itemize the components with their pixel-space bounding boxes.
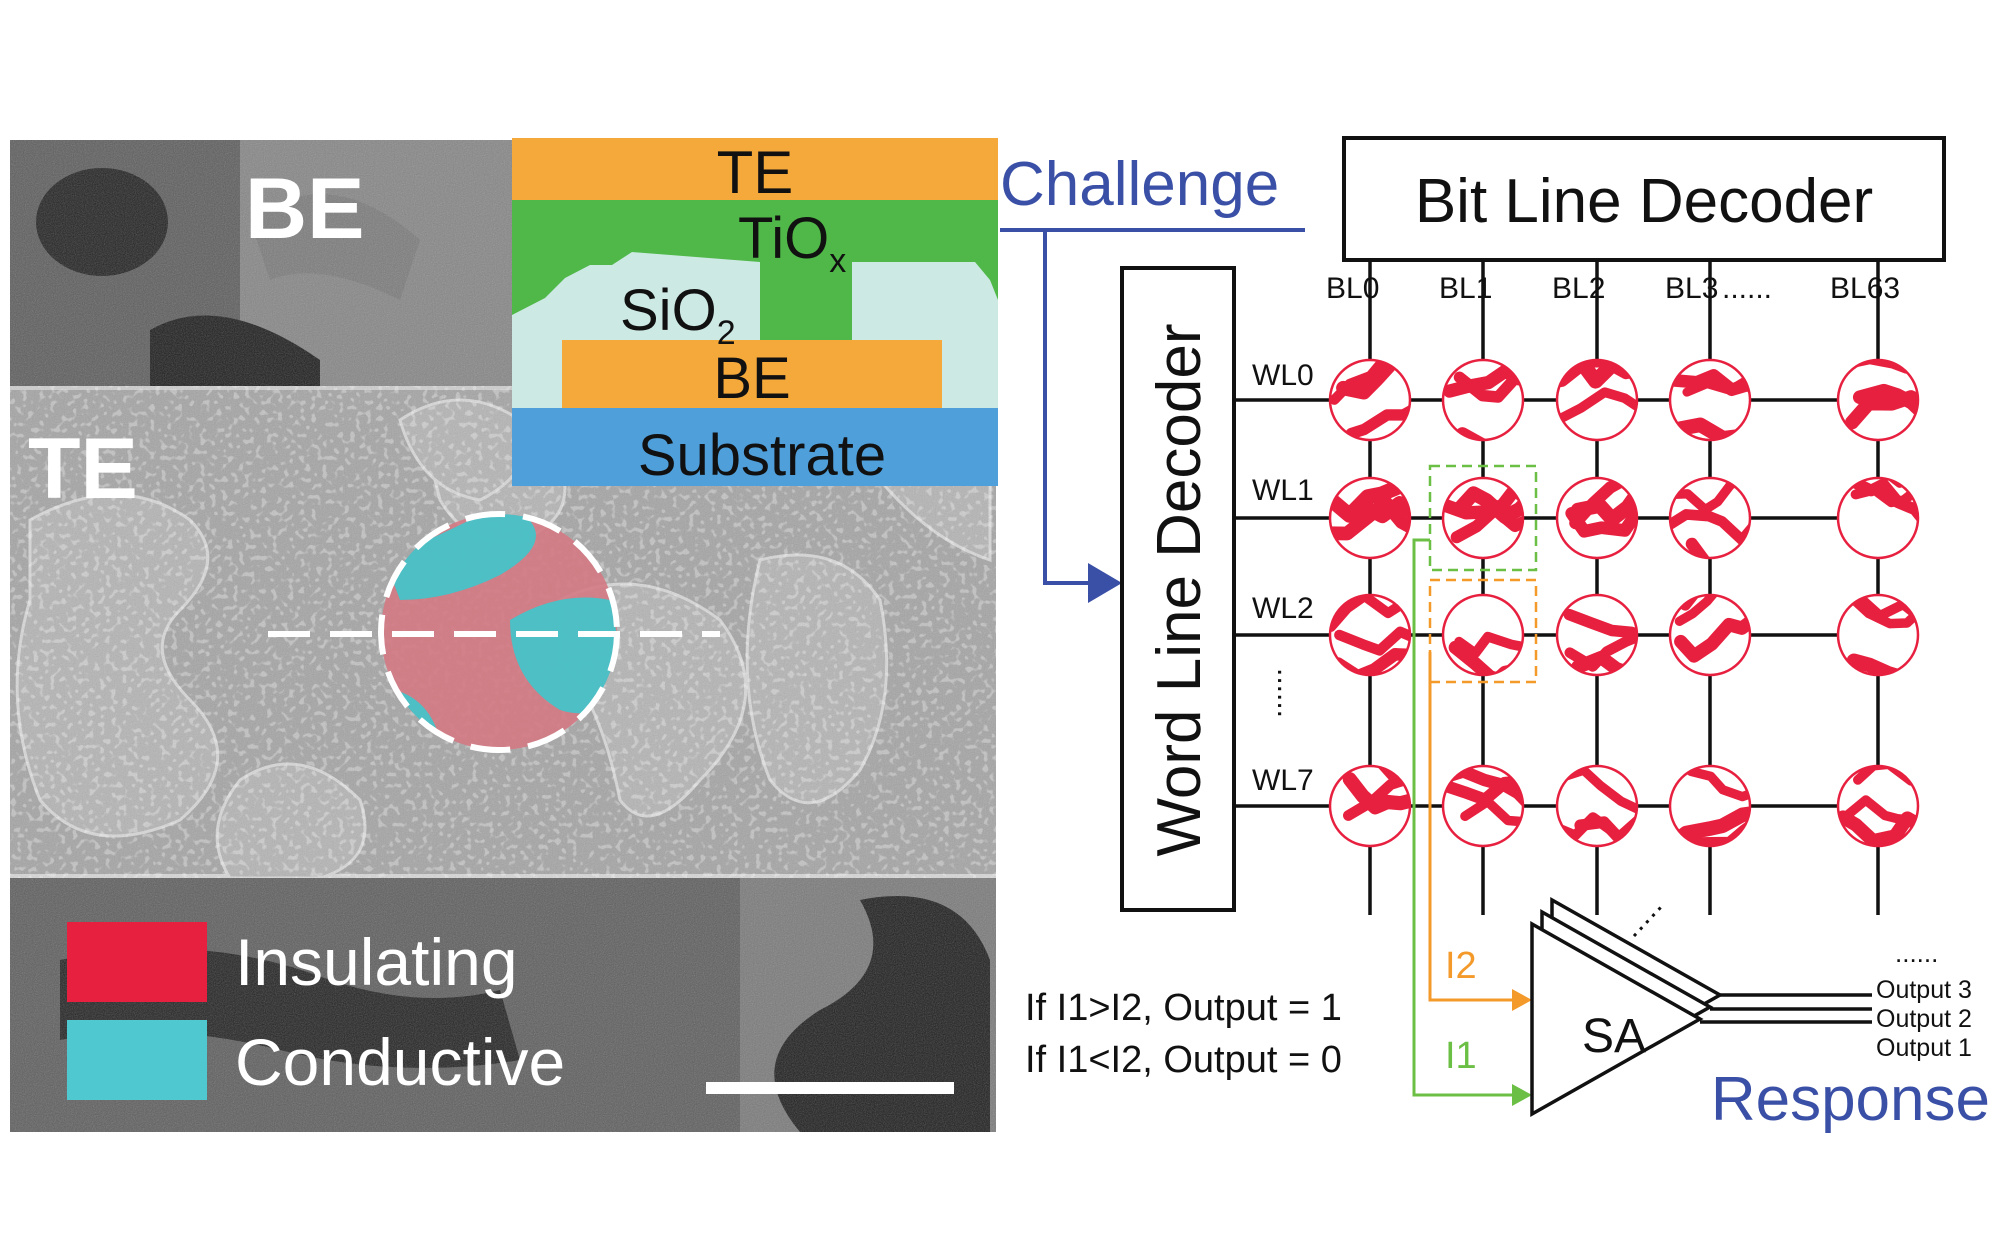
output-rule-1: If I1>I2, Output = 1 bbox=[1025, 987, 1342, 1029]
word-line-label: WL2 bbox=[1252, 592, 1314, 625]
bit-line-label: BL2 bbox=[1552, 272, 1605, 305]
cell-filament-pattern bbox=[1330, 360, 1410, 440]
output-rule-2: If I1<I2, Output = 0 bbox=[1025, 1039, 1342, 1081]
memory-cell bbox=[1836, 476, 1920, 560]
word-line-label: WL7 bbox=[1252, 764, 1314, 797]
memory-cell bbox=[1328, 764, 1412, 848]
legend-swatch-conductive bbox=[67, 1020, 207, 1100]
bit-line-label: BL63 bbox=[1830, 272, 1900, 305]
sense-amplifier bbox=[1530, 921, 1704, 1117]
sem-label-be: BE bbox=[245, 161, 364, 257]
conductive-region bbox=[385, 514, 536, 600]
layer-label-sio2: SiO2 bbox=[620, 278, 736, 352]
bit-line-label: BL0 bbox=[1326, 272, 1379, 305]
memory-cell bbox=[1668, 593, 1752, 677]
array-schematic: Challenge Bit Line Decoder Word Line Dec… bbox=[1000, 136, 1990, 1134]
output-lines bbox=[1700, 993, 1872, 1024]
memory-cell bbox=[1555, 476, 1639, 560]
current-label-i2: I2 bbox=[1445, 945, 1477, 987]
bit-line-decoder-box bbox=[1342, 136, 1946, 262]
layer-label-be: BE bbox=[713, 346, 790, 411]
layer-label-substrate: Substrate bbox=[638, 423, 886, 488]
memory-cell bbox=[1441, 764, 1525, 848]
word-line-decoder-box bbox=[1120, 266, 1236, 912]
memory-cell bbox=[1328, 358, 1412, 442]
layer-stack: TE TiOx SiO2 BE Substrate bbox=[512, 138, 998, 488]
layer-te bbox=[512, 138, 998, 200]
output-label: Output 2 bbox=[1876, 1005, 1972, 1033]
bit-line-decoder-label: Bit Line Decoder bbox=[1415, 167, 1873, 236]
output-ellipsis: ...... bbox=[1895, 938, 1938, 968]
i1-arrow-head bbox=[1512, 1084, 1532, 1106]
legend-swatch-insulating bbox=[67, 922, 207, 1002]
challenge-label: Challenge bbox=[1000, 150, 1279, 219]
word-line-label: WL0 bbox=[1252, 359, 1314, 392]
word-line-ellipsis: ...... bbox=[1271, 668, 1304, 718]
response-label: Response bbox=[1711, 1065, 1990, 1134]
challenge-arrow-head bbox=[1088, 563, 1122, 603]
layer-be bbox=[562, 340, 942, 408]
memory-cell bbox=[1668, 476, 1752, 560]
memory-cell bbox=[1836, 593, 1920, 677]
layer-label-tiox: TiOx bbox=[738, 206, 846, 280]
i2-current-path bbox=[1428, 652, 1512, 1002]
sense-amplifier-stack bbox=[1530, 897, 1724, 1117]
i2-arrow-head bbox=[1512, 989, 1532, 1011]
conductive-region bbox=[510, 597, 617, 714]
memory-cell bbox=[1441, 358, 1525, 442]
layer-sio2-right bbox=[852, 262, 998, 340]
sem-label-te: TE bbox=[28, 421, 138, 517]
scale-bar bbox=[706, 1082, 954, 1094]
bit-line-label: BL3 bbox=[1665, 272, 1718, 305]
memory-cell bbox=[1555, 764, 1639, 848]
cell-highlight-i2 bbox=[1428, 578, 1538, 684]
memory-cell bbox=[1836, 764, 1920, 848]
output-label: Output 3 bbox=[1876, 976, 1972, 1004]
legend-label-insulating: Insulating bbox=[235, 925, 518, 999]
layer-substrate bbox=[512, 408, 998, 486]
word-line-decoder-label: Word Line Decoder bbox=[1145, 323, 1214, 856]
cell-highlight-i1 bbox=[1428, 464, 1538, 572]
word-line-label: WL1 bbox=[1252, 474, 1314, 507]
cell-overlay bbox=[268, 511, 720, 753]
cell-filament-pattern bbox=[1674, 595, 1750, 663]
output-label: Output 1 bbox=[1876, 1034, 1972, 1062]
bit-line-label: BL1 bbox=[1439, 272, 1492, 305]
sense-amplifier-label: SA bbox=[1582, 1010, 1646, 1063]
bit-line-ellipsis: ...... bbox=[1722, 272, 1772, 305]
layer-label-te: TE bbox=[717, 139, 794, 206]
layer-sio2-left bbox=[512, 252, 760, 340]
i1-current-path bbox=[1412, 538, 1512, 1097]
memory-cell bbox=[1441, 593, 1525, 677]
legend: Insulating Conductive bbox=[67, 922, 565, 1100]
challenge-arrow-line bbox=[1000, 228, 1305, 585]
memory-cell bbox=[1668, 358, 1752, 442]
memory-cell bbox=[1836, 358, 1920, 442]
current-label-i1: I1 bbox=[1445, 1035, 1477, 1077]
memory-cells bbox=[1328, 358, 1920, 848]
legend-label-conductive: Conductive bbox=[235, 1025, 565, 1099]
memory-cell bbox=[1555, 358, 1639, 442]
